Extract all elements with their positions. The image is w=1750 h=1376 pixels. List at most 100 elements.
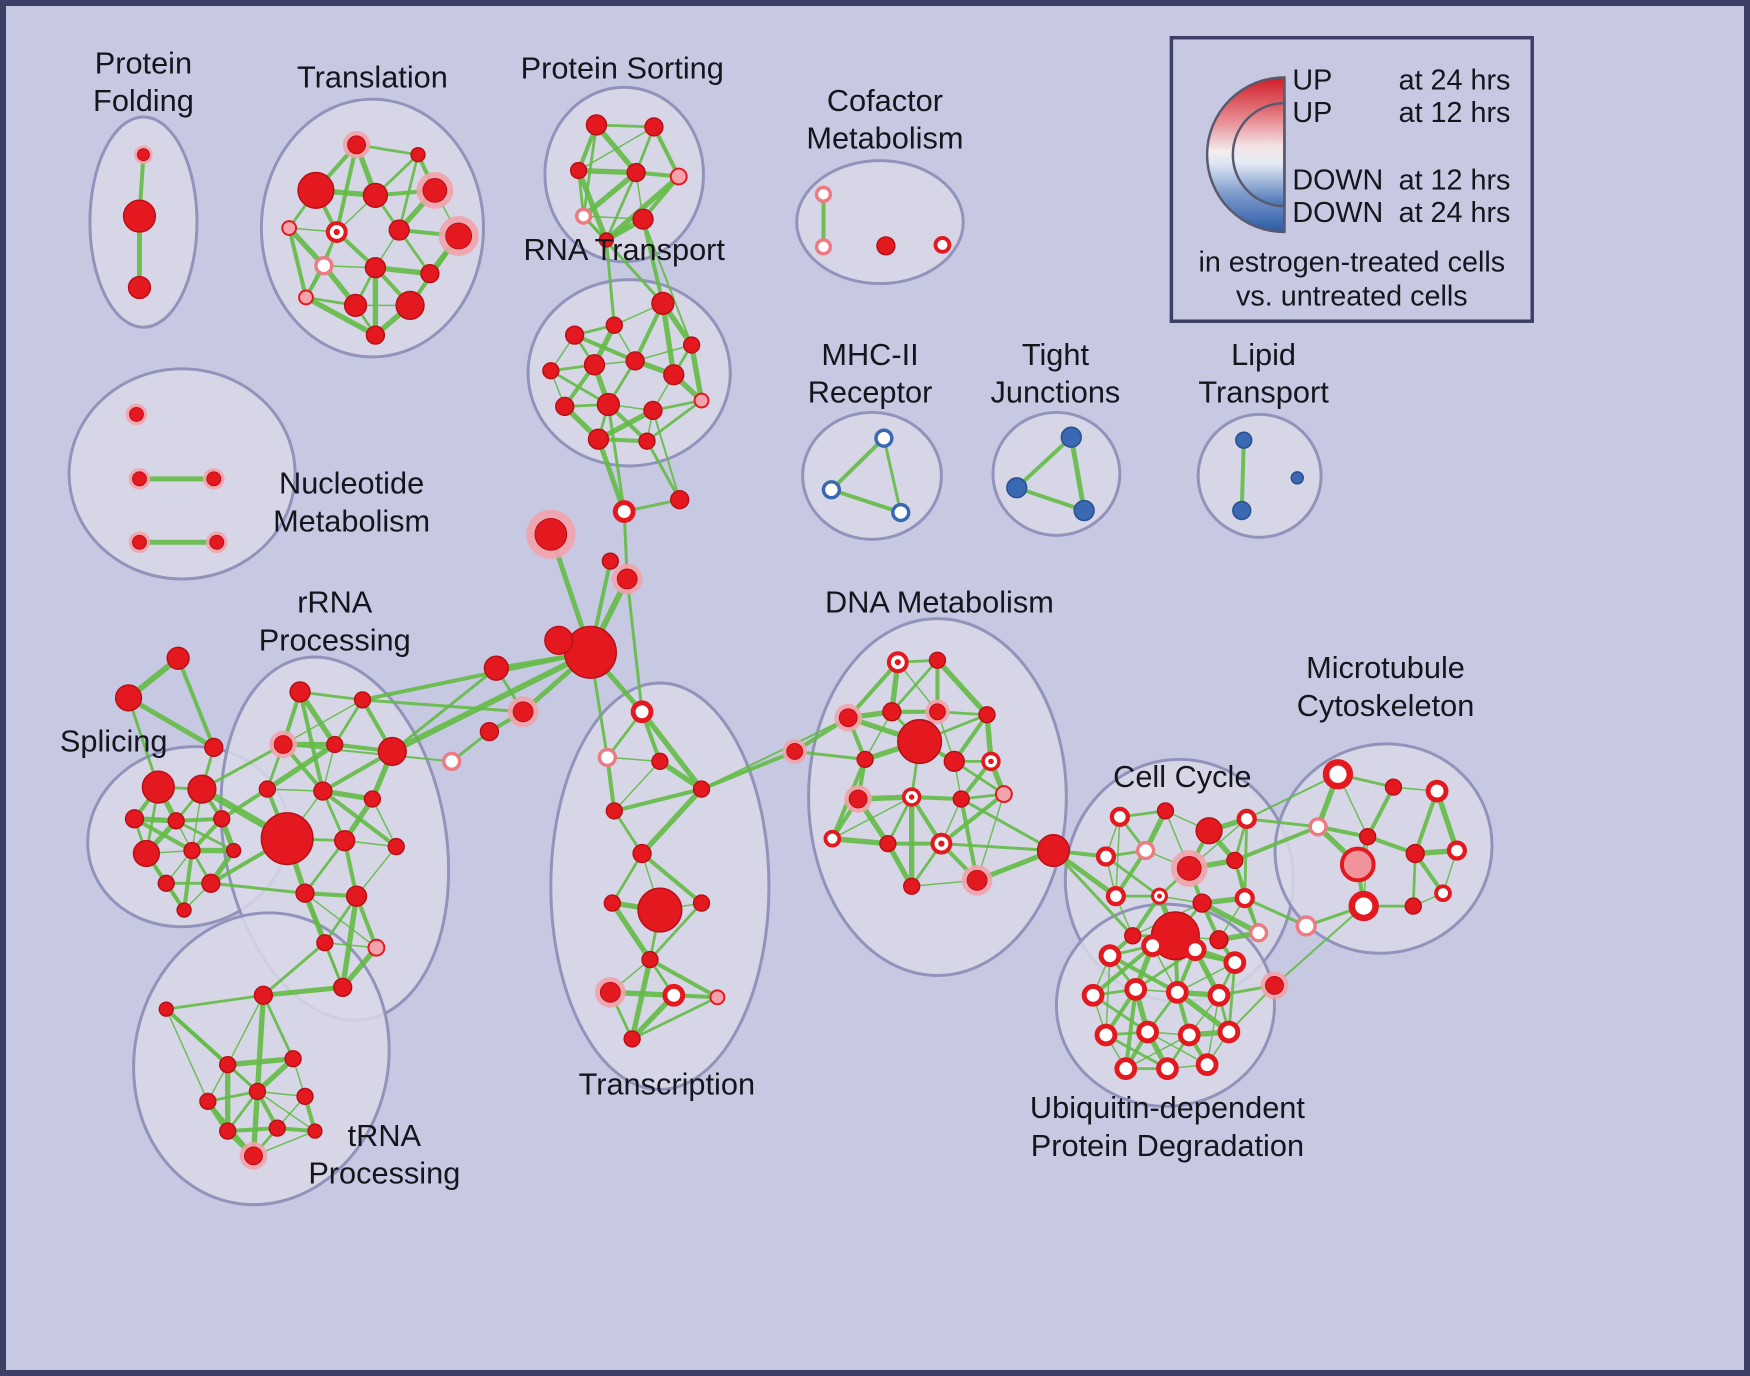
cluster-labels: Protein Folding Translation Protein Sorting… bbox=[60, 45, 1474, 1190]
network-edge bbox=[298, 689, 325, 794]
network-node bbox=[176, 902, 192, 918]
network-node bbox=[625, 351, 645, 371]
network-node bbox=[1384, 778, 1403, 796]
network-node bbox=[1209, 930, 1229, 950]
network-node bbox=[268, 1119, 286, 1137]
network-node bbox=[903, 877, 921, 895]
network-node bbox=[183, 841, 201, 860]
network-node bbox=[420, 263, 440, 284]
network-edge bbox=[1243, 896, 1308, 928]
network-node bbox=[333, 228, 340, 236]
network-node bbox=[132, 534, 147, 550]
network-node bbox=[122, 199, 157, 233]
network-node bbox=[692, 780, 711, 798]
network-edge bbox=[939, 792, 1006, 846]
network-node bbox=[856, 750, 874, 769]
network-node bbox=[1156, 802, 1175, 820]
network-node bbox=[219, 1056, 237, 1074]
network-node bbox=[882, 702, 902, 722]
network-node bbox=[297, 171, 335, 209]
network-node bbox=[616, 568, 638, 590]
network-node bbox=[1095, 846, 1117, 867]
network-node bbox=[1265, 975, 1284, 995]
network-node bbox=[353, 691, 372, 709]
network-node bbox=[1348, 890, 1379, 922]
network-edge bbox=[261, 993, 295, 1061]
network-node bbox=[167, 812, 185, 830]
network-node bbox=[1405, 843, 1425, 864]
network-node bbox=[1226, 851, 1244, 870]
network-node bbox=[479, 721, 500, 742]
network-node bbox=[213, 810, 231, 828]
network-edge bbox=[613, 760, 661, 812]
network-edge bbox=[645, 399, 703, 443]
network-edge bbox=[612, 787, 704, 813]
network-node bbox=[1404, 897, 1422, 915]
network-node bbox=[248, 1082, 267, 1101]
network-edge bbox=[304, 892, 378, 949]
network-node bbox=[644, 117, 664, 137]
cluster-label-protein-folding: Protein Folding bbox=[93, 45, 194, 118]
network-node bbox=[1156, 1057, 1179, 1081]
network-node bbox=[585, 114, 608, 136]
network-node bbox=[166, 646, 190, 670]
network-edge bbox=[1206, 994, 1220, 1066]
network-edge bbox=[647, 957, 720, 1000]
network-node bbox=[377, 736, 407, 767]
network-edge bbox=[577, 126, 655, 172]
network-node bbox=[289, 681, 311, 703]
network-node bbox=[603, 894, 621, 912]
network-edge bbox=[882, 436, 903, 515]
network-edge bbox=[639, 786, 705, 857]
network-edge bbox=[660, 300, 677, 378]
network-node bbox=[682, 336, 701, 354]
network-edge bbox=[334, 142, 359, 235]
cluster-label-lipid-transport: Lipid Transport bbox=[1198, 337, 1329, 410]
network-node bbox=[442, 751, 462, 772]
network-edge bbox=[609, 900, 653, 963]
network-edge bbox=[1199, 900, 1262, 936]
cluster-label-rrna-processing: rRNA Processing bbox=[259, 585, 411, 658]
network-node bbox=[1234, 888, 1255, 909]
network-node bbox=[1124, 977, 1148, 1001]
network-node bbox=[333, 977, 353, 998]
network-node bbox=[187, 774, 217, 804]
legend-down24-label: DOWN bbox=[1292, 197, 1383, 229]
network-node bbox=[345, 885, 368, 907]
network-edge bbox=[629, 956, 653, 1042]
network-node bbox=[296, 1087, 314, 1106]
network-edge bbox=[829, 436, 886, 492]
network-node bbox=[630, 700, 654, 724]
network-node bbox=[1207, 983, 1231, 1007]
network-node bbox=[1136, 1020, 1159, 1044]
network-edge bbox=[645, 439, 682, 502]
cluster-label-tight-junctions: Tight Junctions bbox=[991, 337, 1121, 410]
network-edge bbox=[606, 403, 626, 514]
network-edge bbox=[642, 218, 693, 347]
network-edge bbox=[254, 992, 267, 1095]
network-node bbox=[848, 789, 868, 809]
network-node bbox=[641, 950, 659, 969]
legend-caption-line2: vs. untreated cells bbox=[1236, 280, 1468, 312]
network-node bbox=[1176, 856, 1202, 881]
network-edge bbox=[688, 342, 705, 404]
network-node bbox=[894, 659, 901, 666]
network-node bbox=[563, 625, 618, 679]
network-node bbox=[512, 701, 534, 723]
network-edge bbox=[390, 666, 498, 753]
network-edge bbox=[934, 657, 990, 718]
network-edge bbox=[282, 699, 364, 746]
network-edge bbox=[333, 698, 364, 746]
network-node bbox=[388, 219, 410, 241]
network-node bbox=[1217, 1020, 1241, 1044]
network-edge bbox=[174, 819, 236, 852]
cluster-label-rna-transport: RNA Transport bbox=[523, 232, 725, 267]
network-edge bbox=[829, 835, 891, 847]
network-node bbox=[1308, 817, 1328, 837]
network-node bbox=[574, 207, 593, 225]
network-edge bbox=[939, 842, 1055, 853]
network-node bbox=[693, 392, 710, 409]
network-edge bbox=[700, 716, 850, 791]
network-node bbox=[127, 275, 152, 300]
legend-up24-time: at 24 hrs bbox=[1399, 64, 1511, 96]
